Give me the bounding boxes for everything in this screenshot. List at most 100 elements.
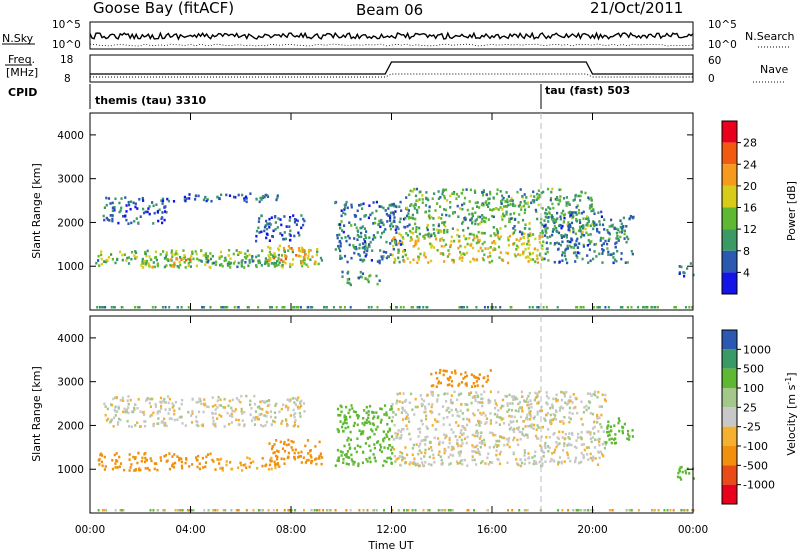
heatmap-cell-6 [216,195,219,199]
heatmap-cell-floor [376,306,379,309]
heatmap-cell-9 [409,236,413,239]
heatmap-cell-floor [283,306,286,309]
heatmap-cell-floor [287,509,290,512]
heatmap-cell-5 [421,422,424,426]
heatmap-cell-10 [410,216,413,220]
heatmap-cell-5 [565,403,568,406]
heatmap-cell-3 [163,400,166,404]
heatmap-cell-4 [372,423,375,427]
heatmap-cell-10 [473,189,476,193]
heatmap-cell-5 [424,410,427,414]
heatmap-cell-10 [569,215,572,218]
heatmap-cell-12 [621,228,624,232]
heatmap-cell-3 [289,414,292,417]
heatmap-cell-1 [218,458,221,462]
heatmap-cell-floor [272,509,275,512]
heatmap-cell-5 [510,415,513,418]
heatmap-cell-8 [372,222,375,225]
heatmap-cell-0 [197,454,200,458]
heatmap-cell-8 [430,372,433,376]
heatmap-cell-3 [262,424,265,428]
heatmap-cell-5 [512,420,515,423]
heatmap-cell-5 [540,405,543,409]
heatmap-cell-12 [619,225,622,229]
heatmap-cell-11 [573,244,577,247]
heatmap-cell-floor [303,509,305,512]
heatmap-cell-3 [211,396,214,399]
heatmap-cell-10 [559,195,562,198]
heatmap-cell-14 [348,277,351,281]
heatmap-cell-5 [567,456,570,460]
heatmap-cell-floor [494,306,497,309]
heatmap-cell-floor [528,306,531,309]
heatmap-cell-floor [499,306,502,309]
heatmap-cell-4 [379,445,383,449]
heatmap-cell-3 [144,424,147,428]
heatmap-cell-2 [187,261,190,265]
heatmap-cell-9 [529,232,532,235]
heatmap-cell-5 [488,446,491,449]
heatmap-cell-8 [371,211,374,215]
heatmap-cell-5 [601,442,604,446]
heatmap-cell-3 [231,409,234,413]
heatmap-cell-5 [397,429,400,432]
heatmap-cell-6 [184,199,187,203]
heatmap-cell-10 [417,206,420,209]
heatmap-cell-9 [541,256,544,260]
heatmap-cell-1 [309,258,312,261]
heatmap-cell-10 [442,223,446,226]
heatmap-cell-12 [617,237,620,241]
heatmap-cell-3 [286,424,289,428]
heatmap-cell-1 [248,465,251,469]
heatmap-cell-floor [523,509,526,512]
heatmap-cell-1 [208,265,211,269]
heatmap-cell-3 [261,408,264,411]
heatmap-cell-5 [146,210,149,214]
heatmap-cell-5 [540,409,543,412]
heatmap-cell-11 [582,234,586,237]
heatmap-cell-6 [249,192,252,195]
heatmap-cell-3 [195,419,198,423]
heatmap-cell-4 [291,248,294,252]
heatmap-cell-9 [522,252,525,256]
heatmap-cell-3 [214,412,217,415]
heatmap-cell-3 [206,254,209,258]
heatmap-cell-0 [185,457,188,460]
heatmap-cell-6 [206,198,209,201]
heatmap-cell-10 [461,207,464,211]
heatmap-cell-10 [589,224,592,227]
heatmap-cell-0 [145,458,148,462]
heatmap-cell-1 [134,257,137,260]
heatmap-cell-8 [439,381,442,385]
heatmap-cell-5 [494,443,497,446]
heatmap-cell-5 [506,402,509,405]
heatmap-cell-0 [111,459,114,462]
heatmap-cell-9 [417,258,420,261]
heatmap-cell-1 [227,254,230,257]
heatmap-cell-6 [618,419,621,422]
heatmap-cell-6 [627,433,630,436]
heatmap-cell-1 [264,260,267,263]
heatmap-cell-5 [603,440,606,444]
heatmap-cell-3 [249,399,252,403]
heatmap-cell-floor [451,509,454,512]
heatmap-cell-0 [206,453,210,456]
heatmap-cell-5 [445,409,448,412]
heatmap-cell-2 [310,461,313,465]
heatmap-cell-5 [423,455,426,458]
heatmap-cell-5 [135,217,138,220]
heatmap-cell-5 [543,444,546,447]
heatmap-cell-8 [392,225,395,228]
colorbar-tick-label: 20 [743,180,757,193]
y-tick-label: 4000 [57,130,84,142]
heatmap-cell-5 [563,437,566,441]
heatmap-cell-5 [495,439,498,443]
heatmap-cell-5 [432,453,435,457]
heatmap-cell-5 [394,413,397,416]
heatmap-cell-3 [160,404,163,408]
heatmap-cell-5 [515,420,519,423]
heatmap-cell-11 [594,242,598,246]
heatmap-cell-4 [362,450,365,454]
heatmap-cell-5 [568,400,571,403]
heatmap-cell-6 [261,196,264,200]
